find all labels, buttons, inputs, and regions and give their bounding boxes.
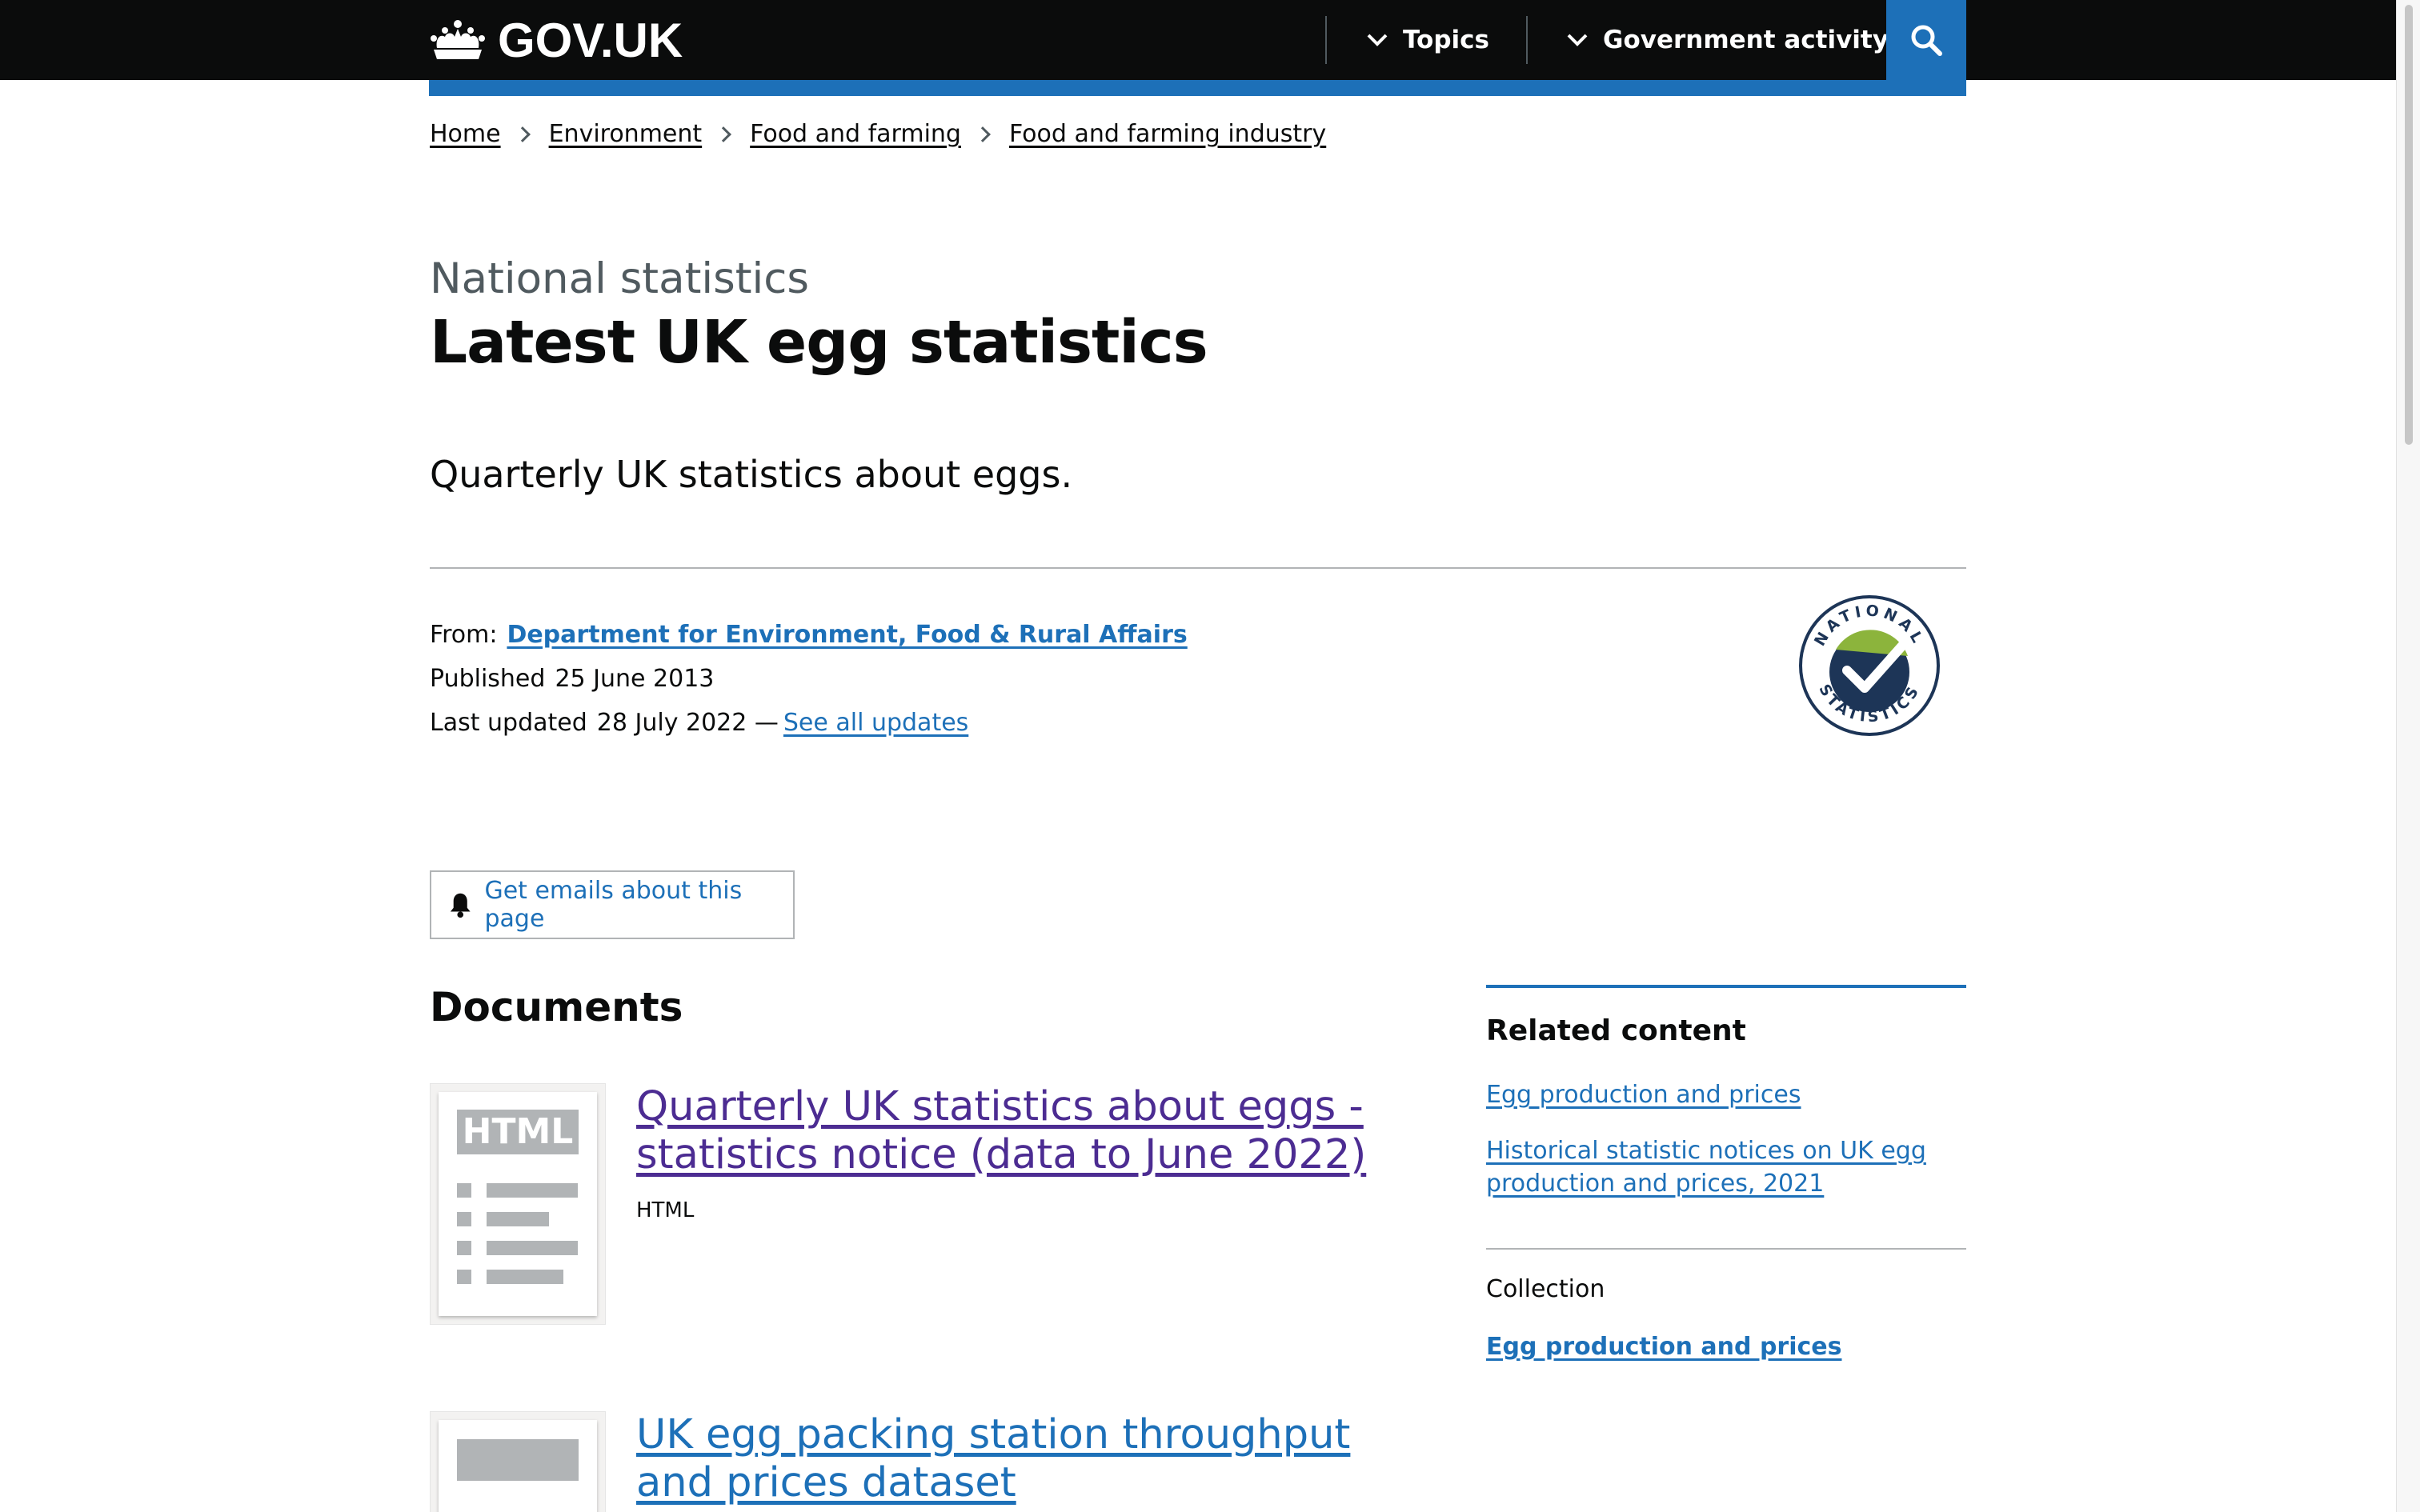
section-divider: [430, 567, 1966, 569]
related-link-egg-production[interactable]: Egg production and prices: [1486, 1081, 1801, 1109]
collection-link[interactable]: Egg production and prices: [1486, 1333, 1842, 1361]
nav-government-activity[interactable]: Government activity: [1566, 0, 1889, 80]
spreadsheet-file-icon: [439, 1420, 597, 1512]
nav-government-activity-label: Government activity: [1603, 26, 1889, 54]
organisation-link[interactable]: Department for Environment, Food & Rural…: [507, 621, 1188, 649]
document-link-packing-station-dataset[interactable]: UK egg packing station throughput and pr…: [636, 1411, 1351, 1506]
nav-topics-label: Topics: [1403, 26, 1489, 54]
document-thumbnail-html[interactable]: HTML: [430, 1083, 606, 1325]
updated-date: 28 July 2022 —: [596, 709, 779, 737]
bell-icon: [450, 893, 471, 918]
chevron-right-icon: [514, 126, 531, 142]
govuk-logo-link[interactable]: GOV.UK: [429, 11, 683, 69]
nav-divider: [1325, 16, 1327, 64]
vertical-scrollbar[interactable]: [2396, 0, 2420, 1512]
document-type: HTML: [636, 1198, 695, 1222]
chevron-down-icon: [1567, 34, 1588, 46]
documents-heading: Documents: [430, 984, 683, 1030]
from-label: From:: [430, 621, 498, 649]
logo-text: GOV.UK: [498, 13, 683, 67]
scrollbar-thumb[interactable]: [2405, 5, 2413, 445]
metadata-published: Published 25 June 2013: [430, 665, 714, 693]
published-label: Published: [430, 665, 546, 693]
nav-divider: [1526, 16, 1528, 64]
breadcrumb-food-and-farming[interactable]: Food and farming: [750, 120, 961, 148]
chevron-down-icon: [1367, 34, 1388, 46]
related-link-historical-notices[interactable]: Historical statistic notices on UK egg p…: [1486, 1137, 1926, 1198]
crown-icon: [431, 20, 485, 59]
nav-topics[interactable]: Topics: [1366, 0, 1489, 80]
updated-label: Last updated: [430, 709, 587, 737]
document-thumbnail-dataset[interactable]: [430, 1411, 606, 1512]
header-accent-bar: [429, 80, 1966, 96]
get-emails-button[interactable]: Get emails about this page: [430, 870, 795, 939]
metadata-from: From: Department for Environment, Food &…: [430, 621, 1188, 649]
page-caption: National statistics: [430, 254, 809, 303]
chevron-right-icon: [715, 126, 732, 142]
html-label: HTML: [457, 1110, 579, 1154]
breadcrumb-environment[interactable]: Environment: [548, 120, 703, 148]
metadata-updated: Last updated 28 July 2022 — See all upda…: [430, 709, 968, 737]
chevron-right-icon: [975, 126, 991, 142]
breadcrumb-home[interactable]: Home: [430, 120, 501, 148]
related-content-accent: [1486, 985, 1966, 988]
page-title: Latest UK egg statistics: [430, 308, 1208, 377]
breadcrumb-food-and-farming-industry[interactable]: Food and farming industry: [1008, 120, 1327, 148]
collection-label: Collection: [1486, 1275, 1605, 1303]
html-file-icon: HTML: [439, 1092, 597, 1316]
breadcrumb: Home Environment Food and farming Food a…: [430, 120, 1326, 148]
search-icon: [1911, 25, 1942, 56]
related-content-heading: Related content: [1486, 1014, 1746, 1047]
see-all-updates-link[interactable]: See all updates: [783, 709, 969, 737]
published-date: 25 June 2013: [555, 665, 715, 693]
related-divider: [1486, 1248, 1966, 1250]
site-header: GOV.UK Topics Government activity: [0, 0, 2396, 80]
get-emails-label: Get emails about this page: [484, 877, 743, 933]
document-link-statistics-notice[interactable]: Quarterly UK statistics about eggs - sta…: [636, 1083, 1367, 1178]
page-lead: Quarterly UK statistics about eggs.: [430, 453, 1073, 496]
national-statistics-badge: NATIONAL STATISTICS: [1799, 595, 1940, 736]
search-button[interactable]: [1886, 0, 1966, 80]
